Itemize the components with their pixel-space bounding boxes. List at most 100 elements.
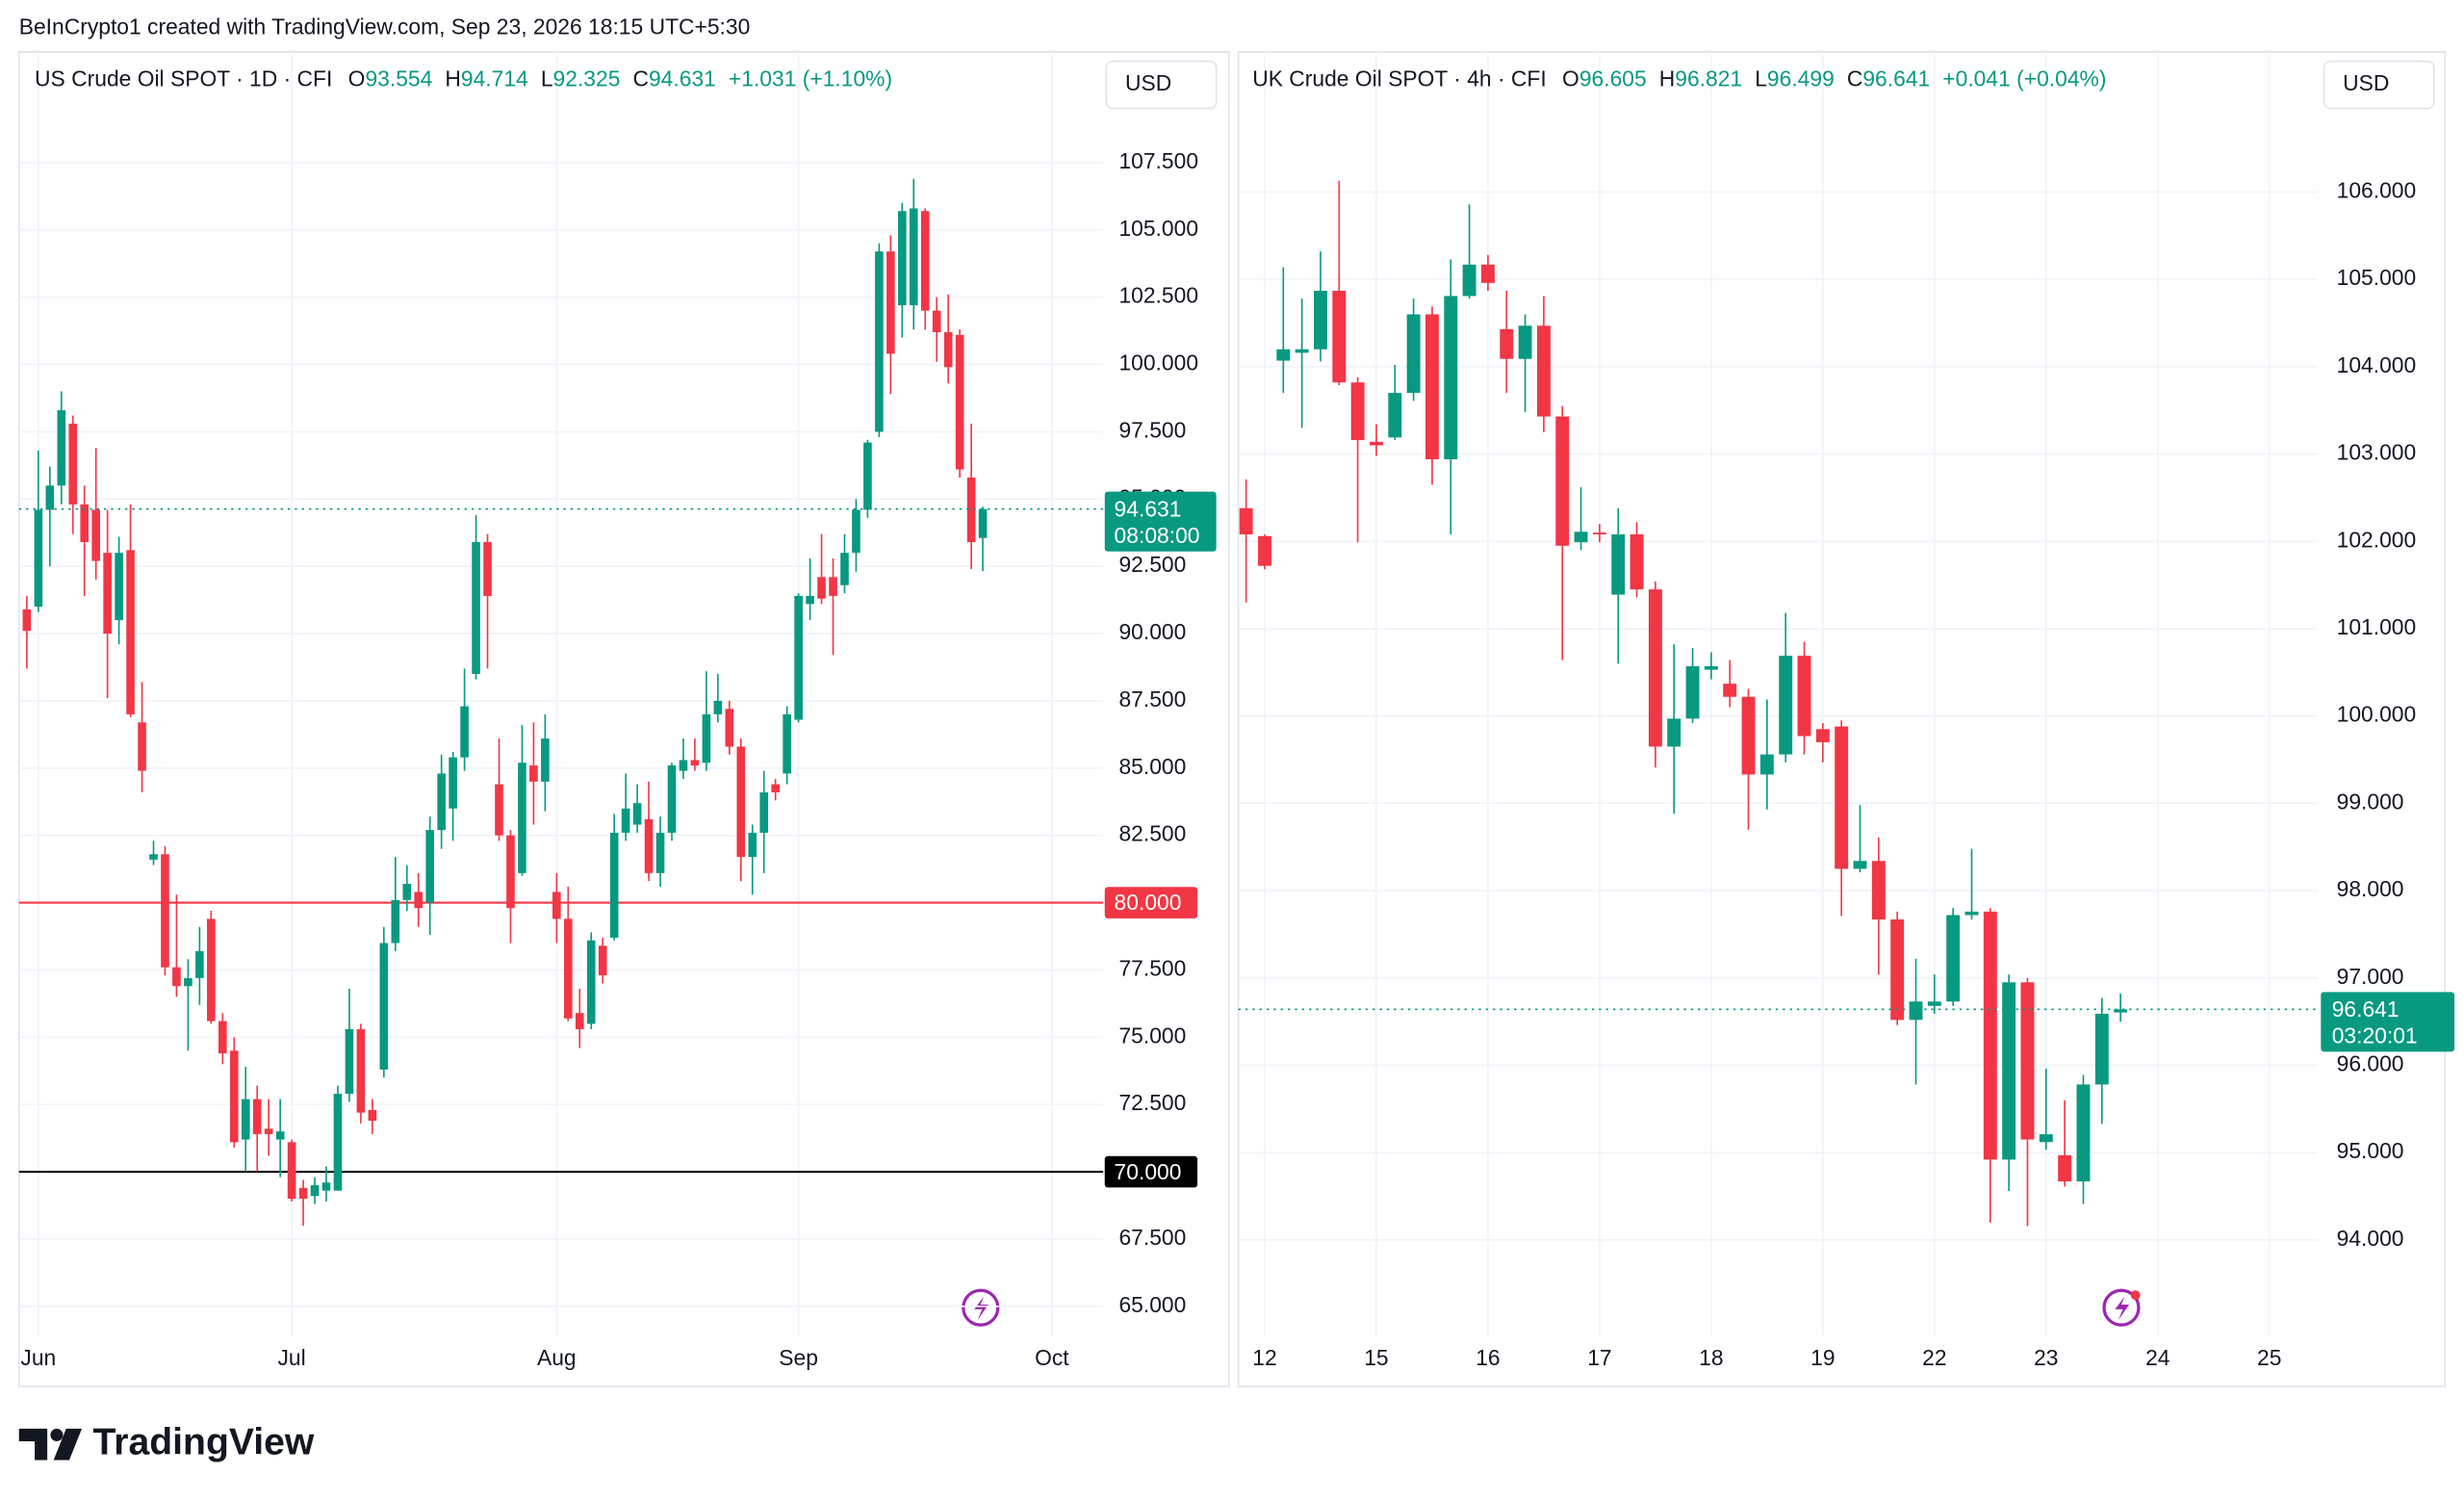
candle-body [1332, 291, 1347, 383]
header-title: UK Crude Oil SPOT · 4h · CFI [1252, 65, 1547, 91]
currency-box [2323, 60, 2435, 110]
x-tick-label: 22 [1922, 1345, 1946, 1370]
candle-body [241, 1099, 250, 1140]
candle-body [713, 700, 723, 714]
candle-body [655, 832, 665, 873]
candle-body [138, 722, 146, 771]
candle-body [149, 854, 158, 860]
candle-body [2114, 1009, 2128, 1013]
candle-body [863, 442, 872, 510]
candle-body [80, 504, 90, 543]
candle-body [1797, 656, 1811, 737]
y-tick-label: 85.000 [1118, 754, 1186, 779]
candle-body [1853, 861, 1867, 869]
candle-body [690, 760, 700, 766]
header-change: +1.031 (+1.10%) [729, 65, 892, 91]
header-value: 96.605 [1579, 65, 1647, 91]
header-letter: H [1659, 65, 1676, 91]
candle-body [2076, 1084, 2091, 1182]
candle-body [1314, 291, 1327, 349]
candle-body [506, 835, 515, 909]
candle-body [275, 1131, 285, 1140]
hline-label-box [1104, 887, 1198, 919]
candle-body [379, 943, 389, 1070]
candle-body [2002, 982, 2016, 1160]
footer-brand: TradingView [92, 1422, 314, 1463]
candle-body [529, 765, 538, 782]
candle-body [1890, 919, 1905, 1021]
hline-label: 80.000 [1115, 890, 1182, 915]
candle-body [207, 919, 216, 1022]
header-letter: C [632, 65, 649, 91]
candle-body [115, 553, 123, 621]
y-tick-label: 101.000 [2337, 614, 2417, 639]
header-value: 96.499 [1767, 65, 1835, 91]
candle-body [91, 509, 100, 561]
x-tick-label: 15 [1364, 1345, 1388, 1370]
candle-body [1946, 915, 1961, 1002]
countdown-label: 03:20:01 [2332, 1023, 2418, 1048]
candle-body [1276, 349, 1291, 361]
y-tick-label: 94.000 [2337, 1226, 2404, 1251]
y-tick-label: 72.500 [1118, 1090, 1186, 1115]
candle-body [840, 553, 849, 585]
candle-body [184, 977, 192, 987]
candle-body [103, 553, 112, 634]
y-tick-label: 100.000 [2337, 702, 2417, 727]
candle-body [852, 509, 860, 554]
hline-label: 70.000 [1115, 1159, 1182, 1184]
candle-body [875, 251, 884, 432]
candle-body [298, 1187, 308, 1200]
candle-body [45, 485, 55, 510]
candle-body [563, 919, 573, 1019]
candle-body [414, 892, 424, 909]
candle-body [978, 508, 988, 538]
x-tick-label: 12 [1252, 1345, 1276, 1370]
candle-body [402, 884, 412, 900]
header-letter: O [1562, 65, 1579, 91]
candle-body [218, 1021, 227, 1054]
candle-body [1611, 534, 1626, 595]
candle-body [829, 577, 837, 596]
candle-body [794, 595, 803, 720]
candle-body [449, 757, 457, 809]
hline-label-box [1104, 1155, 1198, 1188]
candle-body [1500, 328, 1514, 359]
y-tick-label: 97.000 [2337, 964, 2404, 989]
candle-body [702, 713, 711, 763]
right-panel [1237, 51, 2447, 1387]
candle-body [1574, 531, 1588, 543]
candle-body [229, 1050, 239, 1143]
candle-body [725, 709, 734, 747]
candle-body [68, 424, 78, 505]
candle-body [1648, 589, 1662, 747]
candle-body [1518, 325, 1532, 359]
y-tick-label: 102.000 [2337, 527, 2417, 552]
y-tick-label: 103.000 [2337, 440, 2417, 465]
candle-body [126, 550, 135, 714]
candle-body [667, 765, 677, 833]
candle-body [586, 940, 596, 1024]
header-letter: L [1755, 65, 1767, 91]
candle-body [955, 334, 964, 470]
y-tick-label: 87.500 [1118, 686, 1186, 712]
header-letter: H [445, 65, 461, 91]
candle-body [932, 310, 941, 333]
candle-body [632, 803, 642, 825]
x-tick-label: 25 [2257, 1345, 2281, 1370]
candle-body [806, 595, 814, 605]
y-tick-label: 107.500 [1118, 148, 1198, 173]
header-value: 96.821 [1675, 65, 1742, 91]
y-tick-label: 65.000 [1118, 1292, 1186, 1317]
candle-body [368, 1109, 377, 1121]
page-title: BeInCrypto1 created with TradingView.com… [19, 13, 751, 39]
x-tick-label: Jul [278, 1345, 306, 1370]
candle-body [345, 1028, 354, 1095]
candle-body [898, 211, 907, 306]
last-price-box [2321, 992, 2455, 1052]
candle-body [1555, 416, 1570, 546]
header-value: 92.325 [553, 65, 621, 91]
